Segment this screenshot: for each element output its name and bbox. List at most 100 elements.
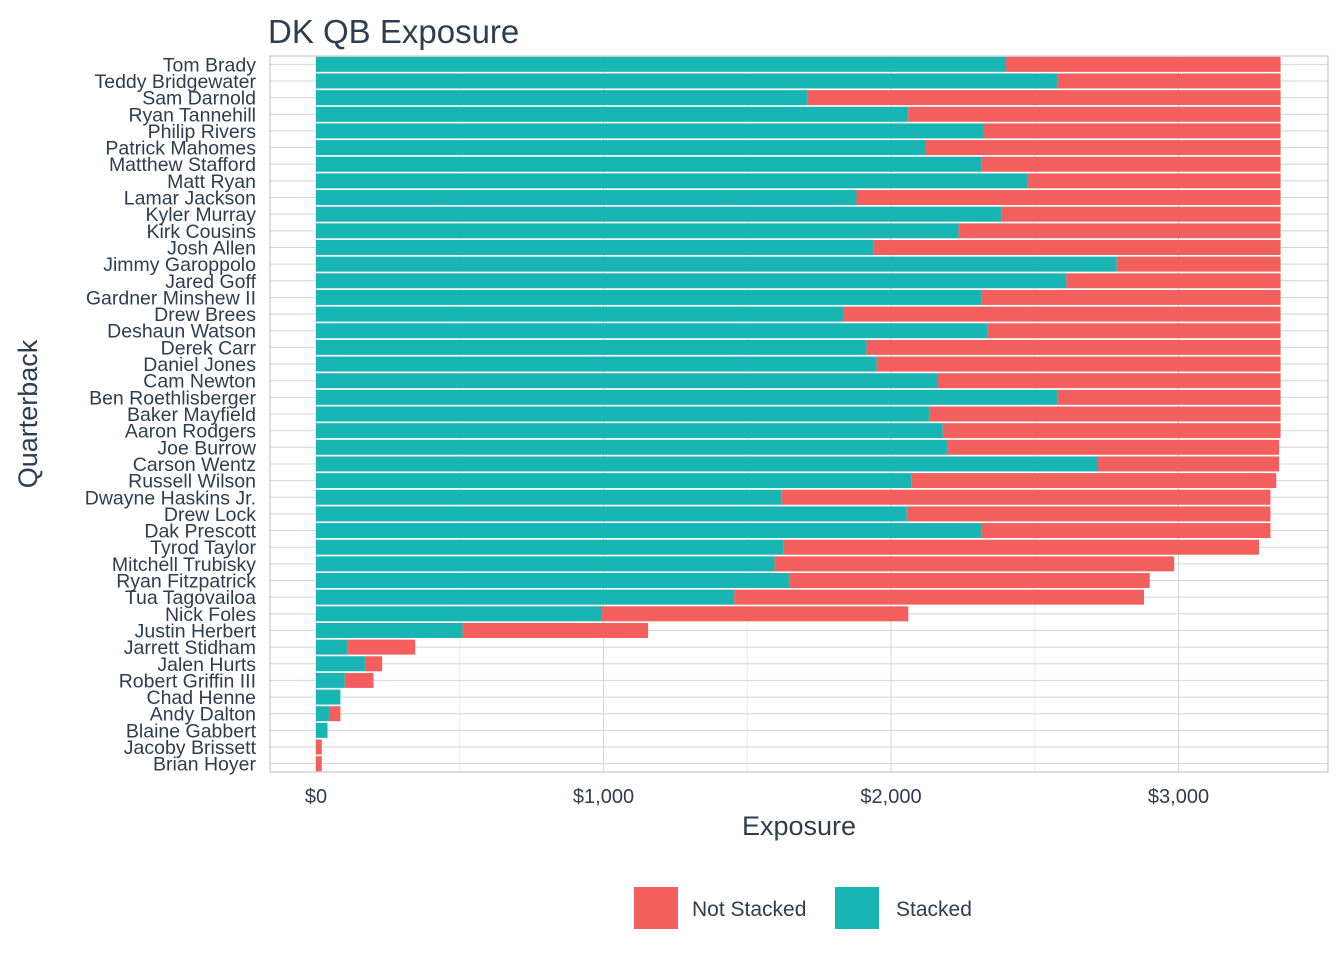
bar-stacked-22 [316, 423, 943, 439]
bar-not-stacked-39 [328, 706, 341, 722]
bar-not-stacked-0 [1006, 56, 1281, 72]
bar-stacked-10 [316, 223, 959, 239]
y-tick-label: Baker Mayfield [127, 404, 256, 426]
x-tick-label: $1,000 [573, 786, 634, 808]
bar-stacked-18 [316, 356, 877, 372]
legend-swatch-stacked [835, 887, 879, 929]
bar-not-stacked-28 [981, 523, 1271, 539]
y-tick-label: Matt Ryan [167, 171, 256, 193]
y-tick-label: Teddy Bridgewater [94, 71, 256, 93]
y-tick-label: Joe Burrow [157, 437, 257, 459]
bar-not-stacked-10 [958, 223, 1281, 239]
bar-not-stacked-29 [783, 539, 1259, 555]
y-tick-label: Aaron Rodgers [125, 421, 256, 443]
bar-stacked-26 [316, 489, 782, 505]
bar-stacked-23 [316, 439, 948, 455]
bar-not-stacked-4 [983, 123, 1281, 139]
bar-stacked-40 [316, 722, 328, 738]
y-tick-label: Ryan Tannehill [128, 104, 256, 126]
y-tick-label: Mitchell Trubisky [112, 554, 256, 576]
panel-border [269, 55, 1329, 773]
bar-not-stacked-33 [602, 606, 909, 622]
y-tick-label: Dwayne Haskins Jr. [85, 487, 256, 509]
y-tick-label: Drew Brees [154, 304, 256, 326]
y-tick-label: Matthew Stafford [109, 154, 256, 176]
bar-not-stacked-31 [788, 573, 1150, 589]
bar-not-stacked-11 [873, 239, 1281, 255]
bar-stacked-15 [316, 306, 844, 322]
y-tick-label: Dak Prescott [144, 521, 256, 543]
bar-not-stacked-18 [876, 356, 1281, 372]
bar-not-stacked-7 [1027, 173, 1281, 189]
bar-stacked-32 [316, 589, 735, 605]
y-tick-label: Russell Wilson [128, 471, 256, 493]
bar-not-stacked-34 [462, 622, 649, 638]
y-tick-label: Nick Foles [165, 604, 256, 626]
bar-not-stacked-14 [981, 289, 1281, 305]
y-tick-label: Robert Griffin III [119, 670, 256, 692]
bar-stacked-24 [316, 456, 1098, 472]
bar-stacked-4 [316, 123, 983, 139]
y-tick-label: Jalen Hurts [157, 654, 256, 676]
y-tick-label: Tyrod Taylor [150, 537, 256, 559]
x-axis-title: Exposure [742, 811, 856, 841]
bar-not-stacked-19 [937, 373, 1281, 389]
bar-not-stacked-42 [316, 756, 322, 772]
y-tick-label: Tom Brady [163, 54, 256, 76]
bar-not-stacked-15 [843, 306, 1281, 322]
y-tick-label: Drew Lock [164, 504, 256, 526]
bar-stacked-6 [316, 156, 982, 172]
legend-label-not-stacked: Not Stacked [692, 898, 806, 921]
legend: Not Stacked Stacked [634, 887, 972, 929]
x-tick-label: $2,000 [860, 786, 921, 808]
y-tick-label: Brian Hoyer [153, 754, 256, 776]
y-tick-label: Deshaun Watson [107, 321, 256, 343]
bar-stacked-36 [316, 656, 365, 672]
bar-stacked-11 [316, 239, 874, 255]
bar-stacked-28 [316, 523, 982, 539]
bar-not-stacked-26 [781, 489, 1271, 505]
x-axis-tick-labels: $0 $1,000 $2,000 $3,000 [305, 786, 1209, 808]
y-tick-label: Derek Carr [161, 337, 257, 359]
y-tick-label: Jared Goff [165, 271, 256, 293]
bar-not-stacked-13 [1066, 273, 1281, 289]
y-axis-title: Quarterback [13, 339, 43, 488]
bar-stacked-21 [316, 406, 930, 422]
bar-not-stacked-6 [981, 156, 1281, 172]
bar-not-stacked-41 [316, 739, 322, 755]
bar-stacked-27 [316, 506, 907, 522]
y-tick-label: Patrick Mahomes [105, 138, 256, 160]
bar-not-stacked-27 [906, 506, 1271, 522]
bar-stacked-33 [316, 606, 603, 622]
bar-stacked-3 [316, 106, 909, 122]
y-tick-label: Gardner Minshew II [86, 287, 256, 309]
y-tick-label: Daniel Jones [143, 354, 256, 376]
bar-stacked-0 [316, 56, 1006, 72]
bar-not-stacked-2 [807, 90, 1281, 106]
y-tick-label: Philip Rivers [148, 121, 257, 143]
bar-not-stacked-17 [866, 339, 1281, 355]
bar-not-stacked-30 [774, 556, 1175, 572]
bar-stacked-38 [316, 689, 341, 705]
y-tick-label: Ben Roethlisberger [89, 387, 256, 409]
y-tick-label: Blaine Gabbert [126, 720, 257, 742]
chart-title: DK QB Exposure [268, 13, 519, 50]
bar-not-stacked-8 [856, 190, 1281, 206]
bar-not-stacked-1 [1057, 73, 1281, 89]
bar-stacked-25 [316, 473, 912, 489]
bar-not-stacked-23 [947, 439, 1280, 455]
bar-stacked-39 [316, 706, 329, 722]
bar-stacked-14 [316, 289, 982, 305]
bars [316, 56, 1281, 772]
x-tick-label: $0 [305, 786, 327, 808]
bar-not-stacked-20 [1057, 389, 1281, 405]
y-tick-label: Kirk Cousins [147, 221, 257, 243]
y-tick-label: Carson Wentz [133, 454, 256, 476]
y-tick-label: Chad Henne [147, 687, 257, 709]
bar-not-stacked-36 [364, 656, 383, 672]
bar-stacked-17 [316, 339, 867, 355]
y-tick-label: Cam Newton [143, 371, 256, 393]
bar-stacked-37 [316, 672, 345, 688]
y-tick-label: Josh Allen [167, 237, 256, 259]
